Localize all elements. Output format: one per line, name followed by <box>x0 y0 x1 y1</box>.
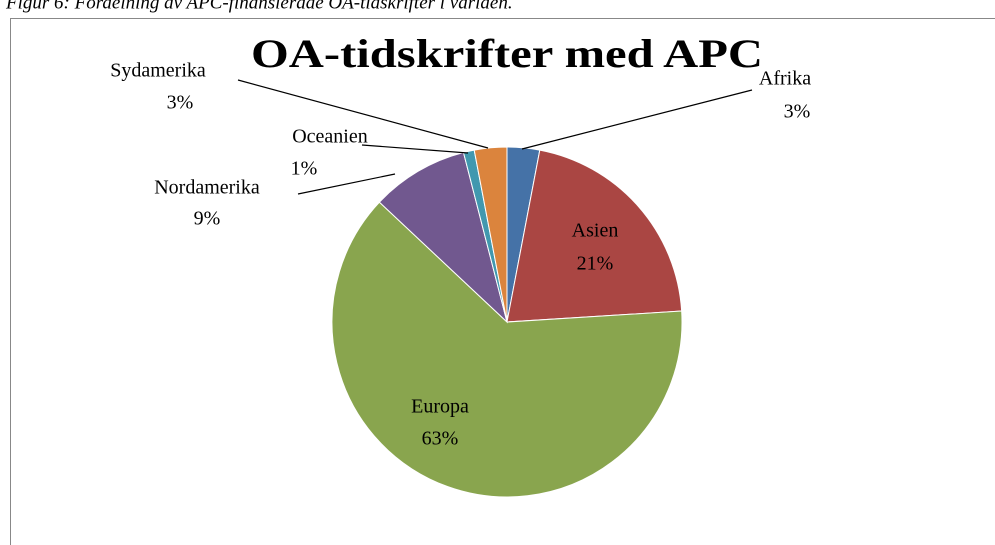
slice-value: 3% <box>784 101 811 123</box>
pie-slice <box>331 201 683 498</box>
leader-line <box>237 79 489 149</box>
slice-label: Afrika <box>759 68 811 90</box>
chart-frame <box>10 18 995 545</box>
slice-value: 3% <box>167 92 194 114</box>
slice-label: Europa <box>411 396 469 418</box>
slice-label: Sydamerika <box>110 60 206 82</box>
slice-value: 21% <box>577 253 614 275</box>
pie-slice <box>473 146 508 323</box>
chart-title: OA-tidskrifter med APC <box>251 31 763 76</box>
slice-label: Oceanien <box>292 126 368 148</box>
leader-line <box>361 144 469 154</box>
slice-value: 1% <box>291 158 318 180</box>
pie-slice <box>506 149 683 323</box>
slice-label: Asien <box>572 220 619 242</box>
slice-value: 9% <box>194 208 221 230</box>
leader-line <box>521 89 753 150</box>
slice-label: Nordamerika <box>154 177 260 199</box>
caption: Figur 6: Fördelning av APC-finansierade … <box>5 0 513 13</box>
slice-value: 63% <box>422 428 459 450</box>
leader-line <box>297 173 396 195</box>
